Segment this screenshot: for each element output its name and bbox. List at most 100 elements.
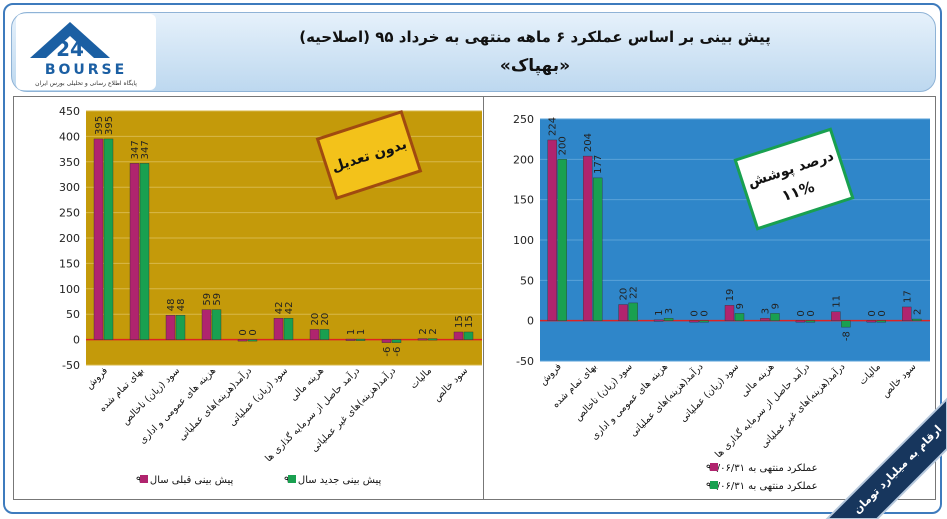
logo-roof-inner-icon	[46, 36, 94, 58]
data-label: 2	[428, 328, 439, 334]
bar	[689, 320, 699, 323]
x-tick-label: هزینه مالی	[288, 365, 326, 403]
data-label: 20	[320, 313, 331, 326]
data-label: 9	[770, 303, 781, 309]
y-tick-label: 0	[527, 315, 534, 328]
outer-frame	[3, 3, 942, 514]
data-label: 15	[464, 315, 475, 328]
data-label: 0	[690, 310, 701, 316]
logo-tagline: پایگاه اطلاع رسانی و تحلیلی بورس ایران	[35, 79, 137, 87]
legend-label: پیش بینی جدید سال ۹۵	[284, 475, 382, 486]
bar	[319, 329, 330, 340]
data-label: 2	[912, 309, 923, 315]
data-label: 0	[806, 310, 817, 316]
x-tick-label: فروش	[538, 361, 564, 387]
bar	[345, 338, 356, 341]
bar	[355, 338, 366, 341]
bar	[273, 318, 284, 340]
legend-swatch	[140, 475, 148, 483]
bar	[618, 304, 628, 321]
bar	[103, 138, 114, 340]
bar	[93, 138, 104, 340]
data-label: 20	[310, 313, 321, 326]
y-tick-label: -50	[62, 359, 80, 372]
bar	[582, 155, 593, 321]
data-label: 48	[176, 298, 187, 311]
bar	[201, 309, 212, 340]
logo-text: BOURSE	[45, 62, 127, 78]
data-label: 59	[202, 293, 213, 306]
bar	[547, 139, 557, 321]
bar	[760, 318, 770, 321]
bar	[841, 320, 851, 328]
bar	[831, 311, 841, 321]
data-label: 1	[654, 309, 665, 315]
y-tick-label: 400	[59, 130, 80, 143]
y-tick-label: 200	[59, 232, 80, 245]
y-tick-label: 250	[59, 207, 80, 220]
logo: 24 BOURSE پایگاه اطلاع رسانی و تحلیلی بو…	[16, 14, 156, 90]
data-label: 11	[831, 295, 842, 308]
bar	[175, 315, 186, 340]
page-subtitle: «بهپاک»	[499, 56, 571, 76]
y-tick-label: 50	[520, 274, 534, 287]
bar	[805, 320, 816, 323]
data-label: 59	[212, 293, 223, 306]
page-title: پیش بینی بر اساس عملکرد ۶ ماهه منتهی به …	[299, 28, 771, 46]
data-label: -8	[841, 331, 852, 341]
annotation-box: بدون تعدیل	[315, 110, 423, 200]
bar	[724, 305, 735, 321]
data-label: 0	[700, 310, 711, 316]
data-label: -6	[382, 347, 393, 357]
data-label: 200	[558, 136, 569, 155]
y-tick-label: 150	[513, 194, 534, 207]
legend-label: عملکرد منتهی به ۹۵/۰۶/۳۱	[706, 481, 818, 492]
bar	[876, 320, 887, 323]
data-label: 19	[725, 289, 736, 302]
bar	[381, 339, 392, 343]
header-banner	[11, 12, 936, 92]
bar	[463, 331, 474, 340]
data-label: 20	[619, 288, 630, 301]
y-tick-label: 0	[73, 334, 80, 347]
y-tick-label: 50	[66, 308, 80, 321]
units-note: ارقام به میلیارد تومان	[851, 423, 945, 517]
y-tick-label: 450	[59, 105, 80, 118]
chart-panel-right: -50 0 50 100 150 200 250 224 200 فروش 204 177 بهای ت…	[483, 96, 936, 500]
y-tick-label: -50	[516, 355, 534, 368]
bar	[247, 339, 258, 342]
data-label: 347	[140, 140, 151, 159]
bar	[592, 177, 603, 321]
data-label: 42	[284, 302, 295, 315]
annotation-frame	[733, 127, 855, 231]
legend-swatch	[288, 475, 296, 483]
data-label: 1	[356, 329, 367, 335]
x-tick-label: سود خالص	[432, 365, 471, 404]
y-tick-label: 250	[513, 113, 534, 126]
data-label: 9	[735, 303, 746, 309]
data-label: 347	[130, 140, 141, 159]
data-label: 1	[346, 329, 357, 335]
data-label: 3	[664, 308, 675, 314]
bar	[653, 319, 664, 322]
data-label: 0	[248, 329, 259, 335]
data-label: 0	[877, 310, 888, 316]
x-tick-label: فروش	[84, 365, 110, 391]
y-tick-label: 100	[59, 283, 80, 296]
legend-label: پیش بینی قبلی سال ۹۵	[136, 475, 234, 486]
ribbon-band	[825, 397, 947, 519]
data-label: 0	[867, 310, 878, 316]
bar	[129, 163, 140, 340]
bar	[139, 163, 150, 340]
annotation-frame	[315, 110, 423, 200]
bar	[699, 320, 709, 323]
bar	[391, 339, 402, 343]
data-label: 15	[454, 315, 465, 328]
bar	[866, 320, 877, 323]
bar	[427, 338, 438, 341]
logo-number: 24	[56, 37, 84, 61]
data-label: 395	[94, 116, 105, 135]
